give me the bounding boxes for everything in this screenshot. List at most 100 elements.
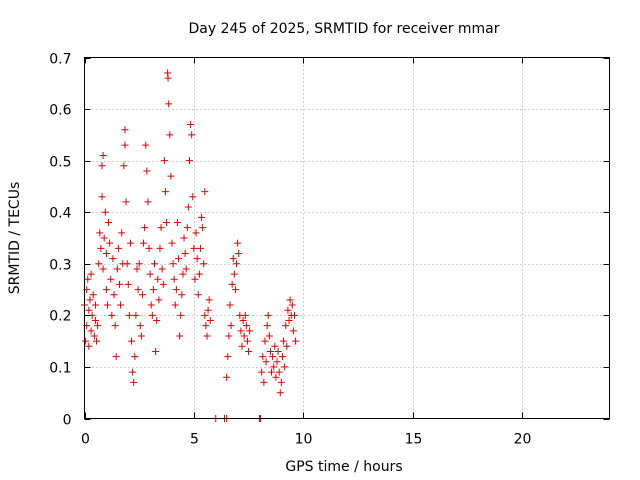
data-point xyxy=(264,311,272,319)
plot-frame xyxy=(84,57,610,419)
chart-title: Day 245 of 2025, SRMTID for receiver mma… xyxy=(188,21,499,37)
data-point xyxy=(289,327,297,335)
data-point xyxy=(195,270,203,278)
x-tick-label: 5 xyxy=(190,432,199,448)
data-point xyxy=(99,151,107,159)
data-point xyxy=(140,239,148,247)
y-tick-label: 0 xyxy=(63,413,72,429)
data-point xyxy=(200,260,208,268)
data-point xyxy=(95,260,103,268)
data-point xyxy=(167,172,175,180)
y-tick-label: 0.6 xyxy=(49,103,71,119)
data-point xyxy=(121,141,129,149)
data-point xyxy=(262,358,270,366)
data-point xyxy=(85,306,93,314)
data-point xyxy=(180,234,188,242)
data-point xyxy=(129,368,137,376)
data-point xyxy=(206,317,214,325)
data-point xyxy=(135,260,143,268)
data-point xyxy=(276,389,284,397)
data-point xyxy=(234,239,242,247)
data-point xyxy=(117,301,125,309)
data-point xyxy=(152,347,160,355)
data-point xyxy=(192,229,200,237)
data-point xyxy=(87,327,95,335)
data-point xyxy=(237,327,245,335)
data-point xyxy=(263,322,271,330)
data-point xyxy=(268,368,276,376)
data-point xyxy=(233,260,241,268)
data-point xyxy=(273,358,281,366)
data-point xyxy=(138,291,146,299)
data-point xyxy=(227,322,235,330)
data-point xyxy=(171,301,179,309)
y-tick-label: 0.5 xyxy=(49,155,71,171)
data-point xyxy=(121,126,129,134)
data-point xyxy=(183,224,191,232)
data-point xyxy=(168,239,176,247)
data-point xyxy=(240,332,248,340)
data-point xyxy=(97,244,105,252)
data-point xyxy=(198,213,206,221)
data-point xyxy=(148,311,156,319)
data-point xyxy=(133,265,141,273)
data-point xyxy=(243,337,251,345)
data-point xyxy=(187,121,195,129)
data-point xyxy=(246,327,254,335)
data-point xyxy=(204,306,212,314)
data-point xyxy=(122,198,130,206)
data-point xyxy=(151,260,158,268)
grid xyxy=(84,57,610,419)
data-point xyxy=(238,342,246,350)
data-point xyxy=(269,353,277,361)
data-point xyxy=(178,291,186,299)
data-point xyxy=(266,347,274,355)
data-point xyxy=(203,332,211,340)
data-point xyxy=(102,249,110,257)
data-point xyxy=(172,286,180,294)
data-point xyxy=(107,275,115,283)
data-point xyxy=(134,286,142,294)
data-point xyxy=(228,280,236,288)
data-point xyxy=(179,270,187,278)
y-tick-label: 0.2 xyxy=(49,309,71,325)
data-point xyxy=(90,332,98,340)
data-point xyxy=(113,265,121,273)
data-point xyxy=(201,311,209,319)
data-point xyxy=(165,100,173,108)
data-point xyxy=(181,249,189,257)
data-point xyxy=(100,234,108,242)
data-point xyxy=(146,270,154,278)
data-point xyxy=(147,301,155,309)
data-point xyxy=(169,260,177,268)
data-point xyxy=(285,317,293,325)
data-point xyxy=(291,311,298,319)
data-point xyxy=(241,311,249,319)
data-point xyxy=(239,317,247,325)
data-point xyxy=(132,311,140,319)
data-point xyxy=(159,280,167,288)
data-point xyxy=(292,337,300,345)
data-point xyxy=(120,162,128,170)
data-point xyxy=(124,280,132,288)
data-point xyxy=(161,188,169,196)
data-point xyxy=(128,337,136,345)
data-point xyxy=(99,265,107,273)
data-point xyxy=(275,368,283,376)
data-point xyxy=(258,368,266,376)
data-point xyxy=(170,275,178,283)
data-point xyxy=(288,301,296,309)
data-point xyxy=(112,353,120,361)
data-point xyxy=(116,280,123,288)
data-point xyxy=(158,265,166,273)
data-point xyxy=(101,208,109,216)
data-point xyxy=(194,291,202,299)
data-point xyxy=(278,353,286,361)
data-point xyxy=(173,219,181,227)
data-point xyxy=(149,286,157,294)
data-point xyxy=(205,296,213,304)
data-point xyxy=(85,342,93,350)
data-point xyxy=(225,332,233,340)
data-point xyxy=(87,270,95,278)
